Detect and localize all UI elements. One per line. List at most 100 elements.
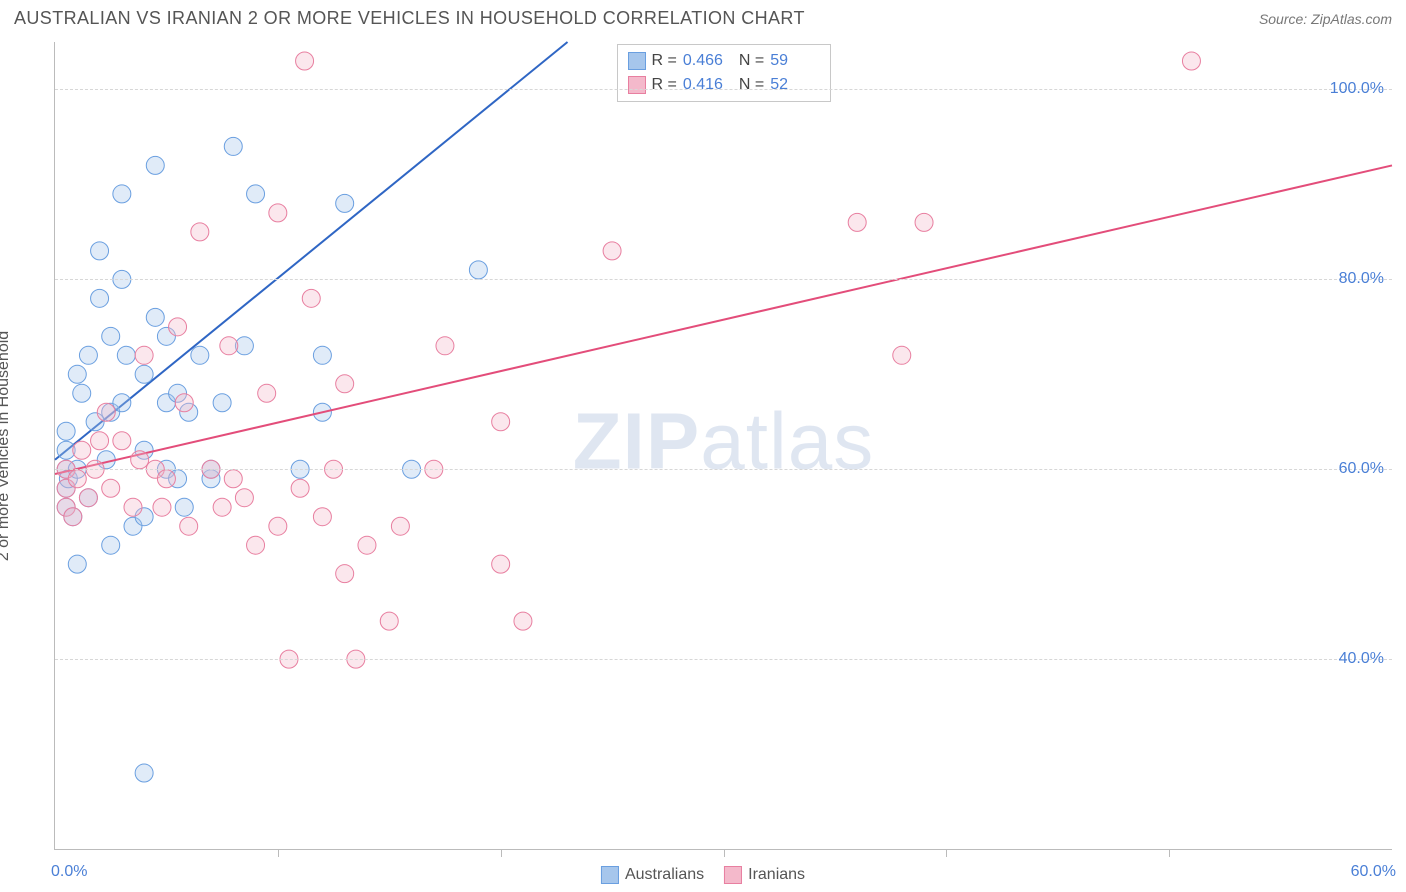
- data-point: [313, 346, 331, 364]
- legend-box-top: R = 0.466 N = 59 R = 0.416 N = 52: [617, 44, 832, 102]
- data-point: [102, 536, 120, 554]
- data-point: [191, 223, 209, 241]
- data-point: [492, 413, 510, 431]
- data-point: [302, 289, 320, 307]
- data-point: [135, 346, 153, 364]
- data-point: [97, 403, 115, 421]
- legend-r-value: 0.466: [683, 52, 733, 70]
- data-point: [235, 489, 253, 507]
- data-point: [391, 517, 409, 535]
- legend-series-name: Iranians: [748, 866, 805, 884]
- data-point: [469, 261, 487, 279]
- chart-source: Source: ZipAtlas.com: [1259, 11, 1392, 27]
- legend-top-row: R = 0.466 N = 59: [628, 49, 821, 73]
- y-tick-label: 60.0%: [1339, 460, 1384, 478]
- legend-swatch: [628, 52, 646, 70]
- legend-bottom-item: Iranians: [724, 866, 805, 884]
- legend-r-label: R =: [652, 76, 677, 94]
- legend-swatch: [601, 866, 619, 884]
- data-point: [436, 337, 454, 355]
- data-point: [224, 137, 242, 155]
- data-point: [113, 394, 131, 412]
- data-point: [153, 498, 171, 516]
- data-point: [492, 555, 510, 573]
- data-point: [73, 384, 91, 402]
- data-point: [68, 470, 86, 488]
- x-tick-mark: [946, 849, 947, 857]
- gridline-y: [55, 279, 1392, 280]
- data-point: [73, 441, 91, 459]
- legend-n-value: 59: [770, 52, 820, 70]
- data-point: [1182, 52, 1200, 70]
- data-point: [79, 346, 97, 364]
- gridline-y: [55, 659, 1392, 660]
- legend-swatch: [628, 76, 646, 94]
- data-point: [68, 555, 86, 573]
- data-point: [131, 451, 149, 469]
- legend-r-value: 0.416: [683, 76, 733, 94]
- data-point: [258, 384, 276, 402]
- legend-n-value: 52: [770, 76, 820, 94]
- data-point: [336, 565, 354, 583]
- data-point: [247, 185, 265, 203]
- data-point: [514, 612, 532, 630]
- legend-swatch: [724, 866, 742, 884]
- data-point: [220, 337, 238, 355]
- data-point: [102, 479, 120, 497]
- data-point: [146, 308, 164, 326]
- data-point: [91, 289, 109, 307]
- data-point: [146, 156, 164, 174]
- data-point: [91, 242, 109, 260]
- x-tick-mark: [1169, 849, 1170, 857]
- data-point: [91, 432, 109, 450]
- y-tick-label: 80.0%: [1339, 270, 1384, 288]
- data-point: [848, 213, 866, 231]
- legend-r-label: R =: [652, 52, 677, 70]
- chart-svg-layer: [55, 42, 1392, 849]
- x-axis-end-label: 60.0%: [1351, 863, 1396, 881]
- x-tick-mark: [278, 849, 279, 857]
- data-point: [180, 517, 198, 535]
- legend-box-bottom: Australians Iranians: [601, 866, 805, 884]
- data-point: [113, 432, 131, 450]
- y-axis-label: 2 or more Vehicles in Household: [0, 331, 13, 561]
- data-point: [175, 498, 193, 516]
- plot-area: ZIPatlas R =0.466N =59R =0.416N =52 0.0%…: [54, 42, 1392, 850]
- data-point: [64, 508, 82, 526]
- data-point: [915, 213, 933, 231]
- data-point: [191, 346, 209, 364]
- y-tick-label: 40.0%: [1339, 650, 1384, 668]
- data-point: [169, 318, 187, 336]
- data-point: [102, 327, 120, 345]
- gridline-y: [55, 89, 1392, 90]
- data-point: [358, 536, 376, 554]
- data-point: [603, 242, 621, 260]
- data-point: [291, 479, 309, 497]
- data-point: [269, 204, 287, 222]
- data-point: [117, 346, 135, 364]
- legend-series-name: Australians: [625, 866, 704, 884]
- data-point: [113, 185, 131, 203]
- x-axis-start-label: 0.0%: [51, 863, 87, 881]
- data-point: [380, 612, 398, 630]
- data-point: [269, 517, 287, 535]
- data-point: [213, 498, 231, 516]
- data-point: [296, 52, 314, 70]
- legend-bottom-item: Australians: [601, 866, 704, 884]
- legend-n-label: N =: [739, 52, 764, 70]
- legend-n-label: N =: [739, 76, 764, 94]
- data-point: [313, 508, 331, 526]
- data-point: [124, 498, 142, 516]
- data-point: [68, 365, 86, 383]
- chart-title: AUSTRALIAN VS IRANIAN 2 OR MORE VEHICLES…: [14, 8, 805, 29]
- legend-top-row: R = 0.416 N = 52: [628, 73, 821, 97]
- data-point: [336, 375, 354, 393]
- data-point: [135, 365, 153, 383]
- data-point: [213, 394, 231, 412]
- data-point: [157, 470, 175, 488]
- x-tick-mark: [501, 849, 502, 857]
- data-point: [224, 470, 242, 488]
- data-point: [135, 764, 153, 782]
- y-tick-label: 100.0%: [1330, 80, 1384, 98]
- data-point: [893, 346, 911, 364]
